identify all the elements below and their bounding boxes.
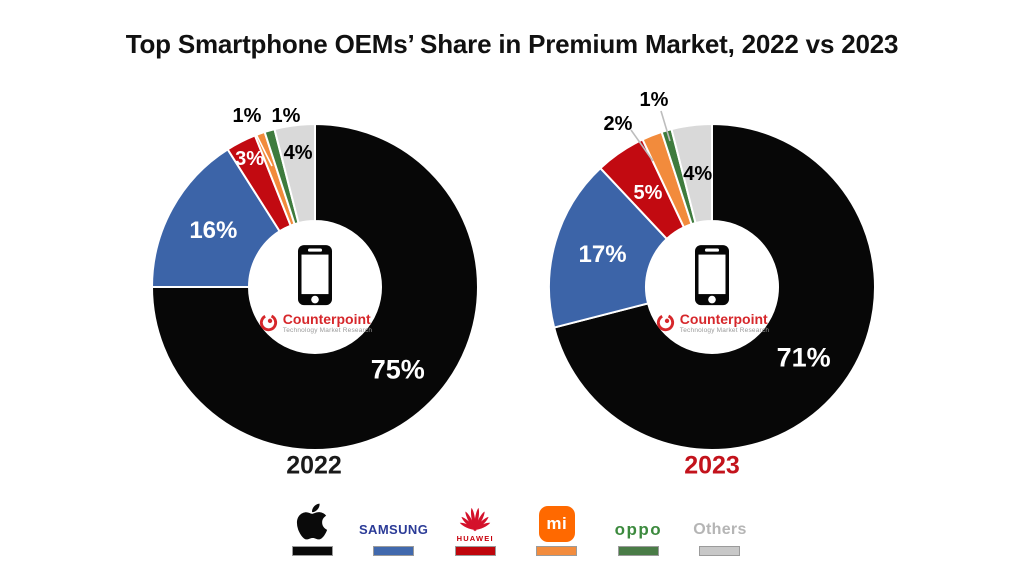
donut-center-2022: Counterpoint Technology Market Research <box>245 244 385 334</box>
legend-swatch-xiaomi <box>536 546 578 556</box>
legend-item-xiaomi: mi <box>517 498 597 556</box>
legend-item-others: Others <box>680 498 760 556</box>
chart-title: Top Smartphone OEMs’ Share in Premium Ma… <box>125 29 899 59</box>
legend-swatch-others <box>699 546 741 556</box>
slice-2022-apple <box>151 123 479 451</box>
slice-2023-others <box>670 123 713 225</box>
donut-2022 <box>151 123 479 451</box>
smartphone-icon <box>298 245 332 306</box>
legend-item-apple <box>272 498 352 556</box>
slice-label-2023-oppo: 1% <box>639 89 669 111</box>
legend-item-oppo: oppo <box>598 498 678 556</box>
slice-label-2023-huawei: 5% <box>633 181 663 204</box>
slice-label-2022-apple: 75% <box>370 354 425 385</box>
counterpoint-gauge-icon <box>259 314 277 332</box>
xiaomi-mi-mark: mi <box>546 514 568 533</box>
legend: SAMSUNG <box>272 498 760 556</box>
donut-2023 <box>548 110 876 451</box>
year-label-2023: 2023 <box>684 451 740 480</box>
counterpoint-logo: Counterpoint Technology Market Research <box>655 312 769 334</box>
slice-label-2022-others: 4% <box>283 142 313 165</box>
counterpoint-tagline-text: Technology Market Research <box>679 326 770 334</box>
legend-item-huawei: HUAWEI <box>435 498 515 556</box>
legend-swatch-apple <box>291 546 333 556</box>
legend-swatch-samsung <box>373 546 415 556</box>
leader-line-2023-oppo <box>660 110 671 142</box>
slice-2022-samsung <box>151 148 281 288</box>
slice-label-2023-samsung: 17% <box>578 241 627 269</box>
apple-logo-icon <box>296 503 328 540</box>
slice-label-2022-xiaomi: 1% <box>232 105 262 127</box>
slice-2023-apple <box>553 123 876 451</box>
huawei-flower-icon <box>459 507 491 531</box>
slice-label-2023-others: 4% <box>683 162 713 185</box>
slice-label-2023-apple: 71% <box>776 342 831 373</box>
counterpoint-brand-text: Counterpoint <box>679 311 768 328</box>
donut-center-2023: Counterpoint Technology Market Research <box>642 244 782 334</box>
slice-label-2022-huawei: 3% <box>235 147 265 170</box>
slice-label-2022-samsung: 16% <box>189 217 238 245</box>
slice-label-2023-xiaomi: 2% <box>603 113 633 135</box>
huawei-wordmark: HUAWEI <box>456 533 494 543</box>
year-label-2022: 2022 <box>286 451 342 480</box>
others-wordmark: Others <box>693 521 747 538</box>
legend-swatch-oppo <box>617 546 659 556</box>
counterpoint-gauge-icon <box>656 314 674 332</box>
slice-2022-others <box>273 123 316 225</box>
leader-line-2022-xiaomi <box>252 127 273 167</box>
samsung-wordmark: SAMSUNG <box>358 522 429 537</box>
smartphone-icon <box>695 245 729 306</box>
legend-swatch-huawei <box>454 546 496 556</box>
leader-line-2023-xiaomi <box>630 129 654 162</box>
counterpoint-tagline-text: Technology Market Research <box>282 326 373 334</box>
counterpoint-brand-text: Counterpoint <box>282 311 371 328</box>
legend-item-samsung: SAMSUNG <box>354 498 434 556</box>
counterpoint-logo: Counterpoint Technology Market Research <box>258 312 372 334</box>
slice-label-2022-oppo: 1% <box>271 105 301 127</box>
xiaomi-logo-icon: mi <box>538 506 575 542</box>
oppo-wordmark: oppo <box>614 520 663 539</box>
